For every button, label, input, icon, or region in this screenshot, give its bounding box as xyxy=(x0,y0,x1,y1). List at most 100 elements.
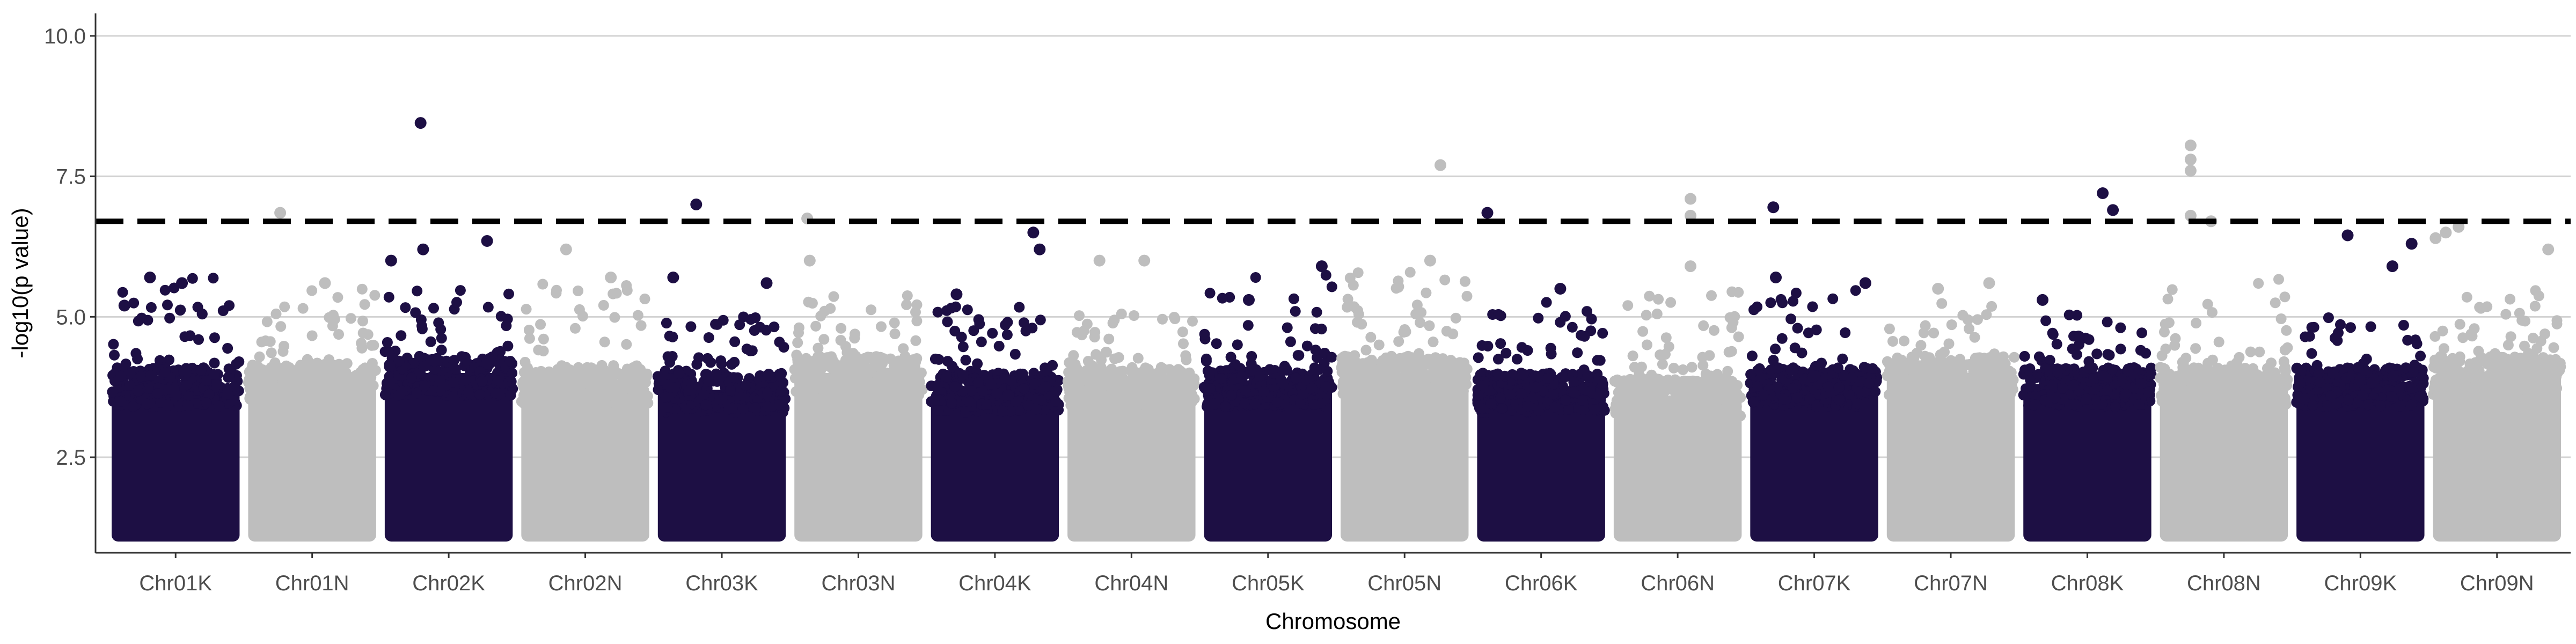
snp-point xyxy=(2191,318,2202,328)
snp-point xyxy=(1450,312,1461,324)
snp-point xyxy=(1578,404,1589,415)
snp-point xyxy=(1393,336,1404,347)
snp-point xyxy=(164,312,175,324)
snp-point xyxy=(702,376,714,387)
snp-point xyxy=(1074,310,1085,321)
snp-point xyxy=(136,371,147,382)
snp-point xyxy=(1226,390,1237,401)
snp-point xyxy=(2304,331,2315,342)
snp-point xyxy=(182,400,194,411)
snp-point xyxy=(1811,401,1822,412)
dense-points-Chr05K xyxy=(1204,384,1332,542)
snp-point xyxy=(1211,338,1222,349)
snp-point xyxy=(902,290,913,301)
snp-point xyxy=(493,375,504,386)
snp-point xyxy=(223,389,233,400)
snp-point xyxy=(1791,392,1803,404)
snp-point xyxy=(597,374,608,384)
snp-point xyxy=(914,382,925,393)
snp-point xyxy=(451,297,462,308)
snp-point xyxy=(1308,399,1319,410)
snp-point xyxy=(840,364,851,375)
snp-point xyxy=(128,297,140,309)
snp-point xyxy=(1403,355,1414,366)
snp-point xyxy=(1177,326,1188,338)
snp-point xyxy=(2323,312,2334,323)
snp-point xyxy=(661,318,672,328)
snp-point xyxy=(1792,323,1803,334)
snp-point xyxy=(1292,350,1304,361)
snp-point xyxy=(535,319,546,330)
snp-point xyxy=(773,399,784,411)
x-tick-label-Chr09N: Chr09N xyxy=(2460,572,2534,595)
snp-point xyxy=(211,379,222,390)
snp-point xyxy=(179,331,191,342)
snp-point xyxy=(209,357,220,369)
snp-point xyxy=(1232,339,1243,350)
snp-point xyxy=(1495,310,1506,321)
snp-point xyxy=(858,375,869,386)
snp-point xyxy=(621,285,633,296)
snp-point xyxy=(474,389,485,400)
snp-point xyxy=(1677,364,1688,375)
y-tick-label: 7.5 xyxy=(56,165,86,189)
peak-point xyxy=(2341,229,2354,241)
snp-point xyxy=(343,378,355,389)
peak-point xyxy=(2184,153,2197,166)
snp-point xyxy=(933,405,944,416)
snp-point xyxy=(203,389,215,400)
chromosome-points-Chr09N xyxy=(2427,221,2566,542)
snp-point xyxy=(222,343,233,354)
snp-point xyxy=(174,401,186,412)
snp-point xyxy=(2183,393,2194,404)
snp-point xyxy=(1725,411,1736,422)
snp-point xyxy=(1316,324,1327,335)
snp-point xyxy=(1020,325,1031,336)
snp-point xyxy=(941,305,953,316)
snp-point xyxy=(1972,314,1983,325)
snp-point xyxy=(2164,373,2175,384)
snp-point xyxy=(815,310,826,321)
snp-point xyxy=(1050,396,1062,407)
peak-point xyxy=(760,277,773,289)
snp-point xyxy=(1450,387,1461,399)
snp-point xyxy=(2481,387,2492,398)
snp-point xyxy=(290,364,302,376)
snp-point xyxy=(2193,371,2204,383)
snp-point xyxy=(1063,367,1074,378)
x-tick-label-Chr07K: Chr07K xyxy=(1778,572,1851,595)
snp-point xyxy=(2279,345,2290,356)
snp-point xyxy=(133,385,144,397)
snp-point xyxy=(1036,394,1047,406)
snp-point xyxy=(1969,332,1980,343)
snp-point xyxy=(2156,390,2167,401)
snp-point xyxy=(1684,376,1695,387)
snp-point xyxy=(2045,366,2056,377)
snp-point xyxy=(1785,313,1797,325)
snp-point xyxy=(2072,310,2083,321)
snp-point xyxy=(1356,319,1367,330)
snp-point xyxy=(397,386,408,397)
snp-point xyxy=(703,332,714,343)
snp-point xyxy=(587,376,598,387)
snp-point xyxy=(1009,349,1021,360)
snp-point xyxy=(2366,378,2377,389)
snp-point xyxy=(987,327,998,339)
snp-point xyxy=(162,299,173,311)
snp-point xyxy=(1796,347,1807,358)
snp-point xyxy=(1586,313,1597,325)
snp-point xyxy=(2135,378,2147,389)
snp-point xyxy=(1180,350,1191,361)
snp-point xyxy=(1373,339,1385,350)
snp-point xyxy=(2465,328,2477,340)
snp-point xyxy=(1887,336,1898,347)
snp-point xyxy=(639,398,649,409)
snp-point xyxy=(2442,370,2453,381)
snp-point xyxy=(1733,287,1744,298)
snp-point xyxy=(1655,380,1666,391)
snp-point xyxy=(626,378,637,389)
snp-point xyxy=(1549,401,1560,413)
snp-point xyxy=(1790,288,1802,298)
snp-point xyxy=(275,321,287,332)
snp-point xyxy=(2429,331,2441,342)
